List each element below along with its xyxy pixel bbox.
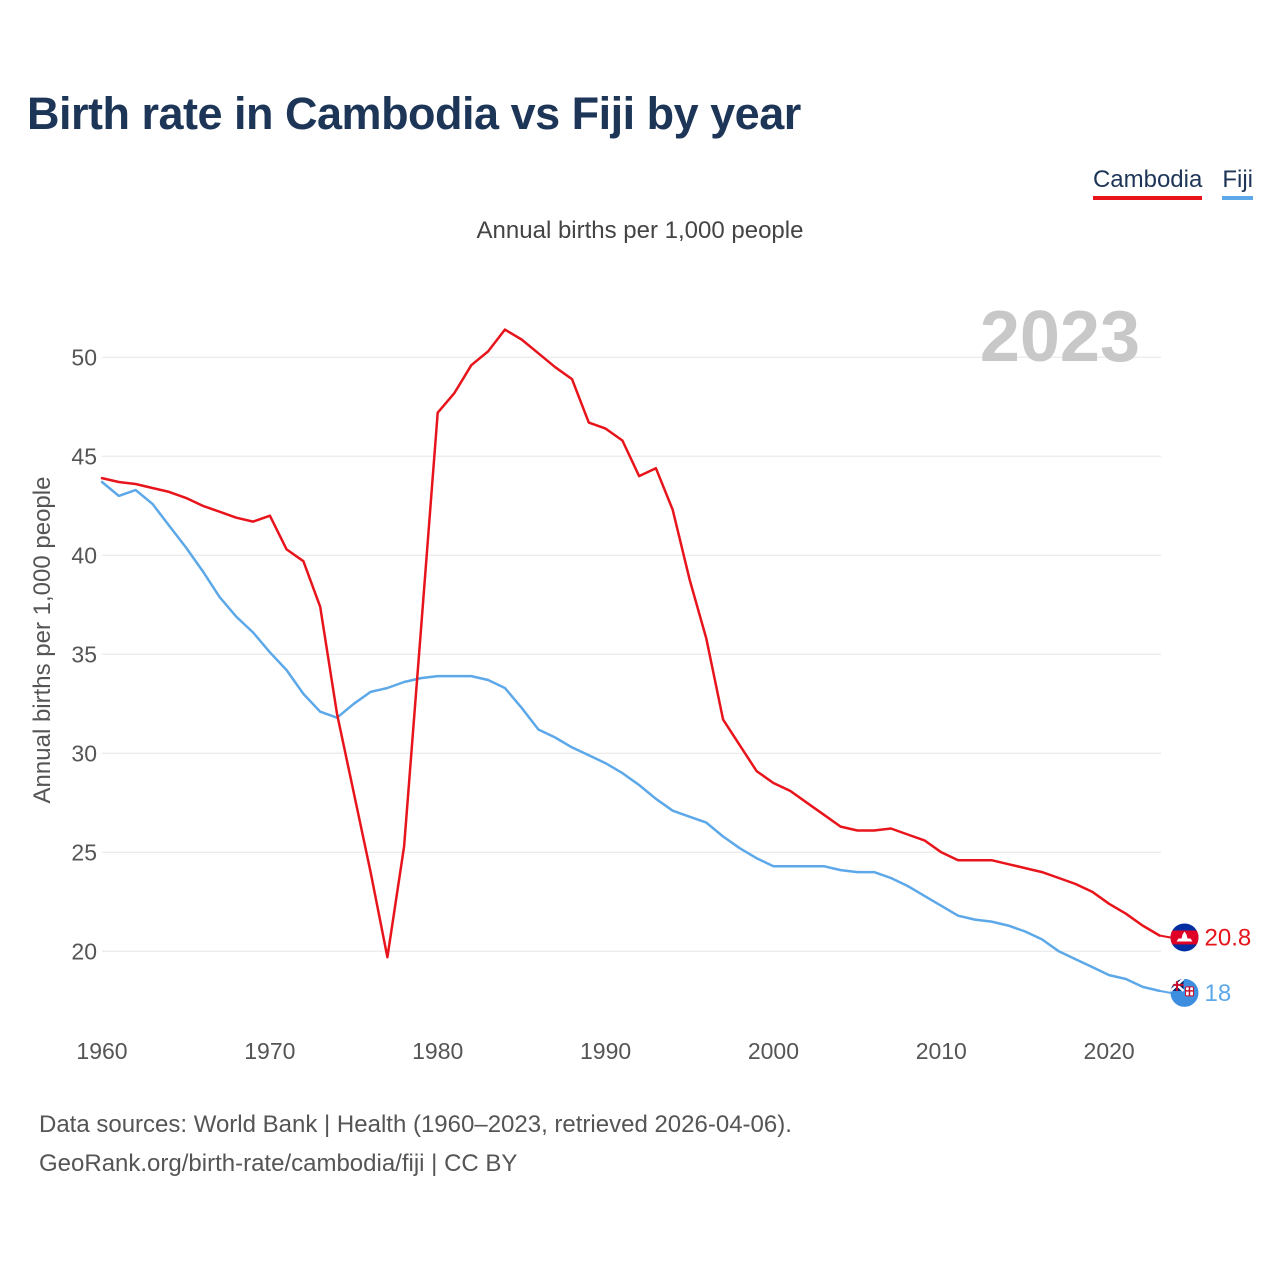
cambodia-flag-icon	[1170, 923, 1199, 952]
fiji-end-value: 18	[1205, 980, 1232, 1007]
x-tick-label-2020: 2020	[1084, 1038, 1135, 1064]
cambodia-end-connector	[1159, 934, 1171, 939]
series-line-fiji[interactable]	[100, 480, 1161, 993]
series-group	[100, 328, 1161, 993]
y-tick-label-40: 40	[71, 542, 97, 568]
fiji-flag-icon	[1170, 978, 1199, 1007]
footer-source: Data sources: World Bank | Health (1960–…	[39, 1111, 792, 1138]
y-tick-label-35: 35	[71, 641, 97, 667]
series-line-cambodia[interactable]	[100, 328, 1161, 959]
fiji-end-connector	[1159, 989, 1171, 994]
x-tick-label-1960: 1960	[76, 1038, 127, 1064]
grid	[102, 356, 1161, 952]
y-tick-label-45: 45	[71, 443, 97, 469]
y-axis-label: Annual births per 1,000 people	[29, 477, 56, 804]
legend-item-fiji[interactable]: Fiji	[1222, 166, 1253, 200]
footer-link[interactable]: GeoRank.org/birth-rate/cambodia/fiji | C…	[39, 1150, 518, 1177]
legend-item-cambodia[interactable]: Cambodia	[1092, 166, 1203, 200]
chart-title: Birth rate in Cambodia vs Fiji by year	[27, 88, 801, 139]
chart-subtitle: Annual births per 1,000 people	[476, 217, 804, 244]
end-markers: 20.8 18	[1159, 923, 1252, 1007]
legend: Cambodia Fiji	[1092, 166, 1253, 200]
footer: Data sources: World Bank | Health (1960–…	[39, 1105, 792, 1183]
x-tick-label-1970: 1970	[244, 1038, 295, 1064]
x-tick-label-1980: 1980	[412, 1038, 463, 1064]
line-chart: 20 25 30 35 40 45 50 1960 1970 1980 1990 2000 2010 2…	[29, 297, 1252, 1064]
cambodia-end-value: 20.8	[1205, 924, 1252, 951]
y-tick-label-20: 20	[71, 938, 97, 964]
y-tick-label-25: 25	[71, 839, 97, 865]
year-label: 2023	[980, 297, 1140, 377]
y-tick-label-50: 50	[71, 344, 97, 370]
y-tick-label-30: 30	[71, 740, 97, 766]
x-tick-label-2000: 2000	[748, 1038, 799, 1064]
x-tick-label-2010: 2010	[916, 1038, 967, 1064]
y-axis: 20 25 30 35 40 45 50	[71, 344, 97, 964]
x-axis: 1960 1970 1980 1990 2000 2010 2020	[76, 1038, 1134, 1064]
x-tick-label-1990: 1990	[580, 1038, 631, 1064]
